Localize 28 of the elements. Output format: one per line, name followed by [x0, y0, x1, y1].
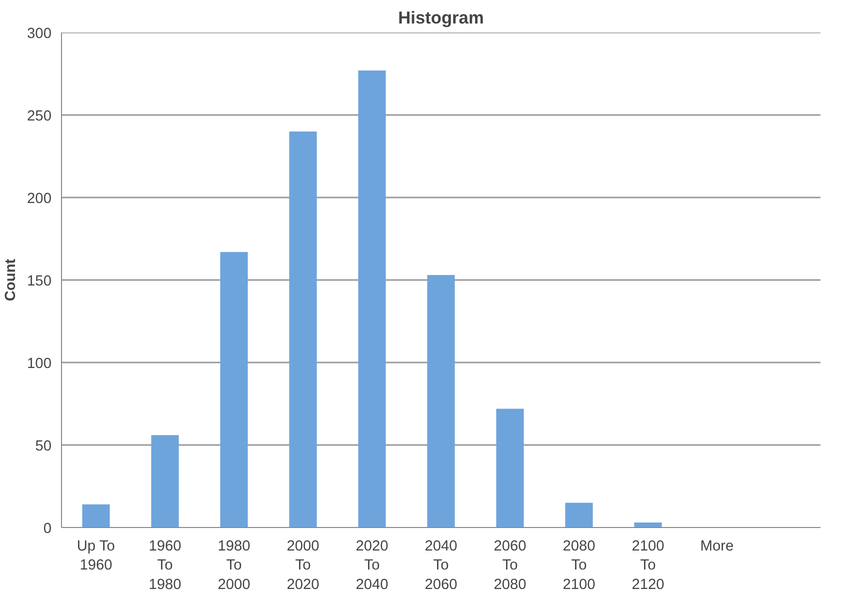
bar — [358, 70, 386, 528]
bar — [289, 132, 317, 528]
y-tick-label: 0 — [43, 521, 52, 537]
bar — [82, 504, 110, 528]
x-tick-label: 2100 To 2120 — [632, 538, 664, 593]
y-tick-label: 50 — [35, 438, 52, 454]
bar — [565, 502, 593, 528]
x-tick-label: 2080 To 2100 — [562, 538, 596, 593]
chart-title: Histogram — [398, 8, 484, 28]
y-tick-label: 100 — [27, 356, 52, 372]
bar — [496, 408, 524, 528]
x-tick-label: Up To 1960 — [76, 538, 115, 574]
x-tick-label: 1980 To 2000 — [218, 538, 250, 593]
bar — [427, 275, 455, 528]
bar — [220, 252, 248, 528]
y-tick-label: 250 — [27, 108, 52, 124]
x-tick-label: 2000 To 2020 — [286, 538, 320, 593]
bar — [151, 435, 179, 528]
y-tick-label: 200 — [27, 191, 52, 207]
x-tick-label: 2040 To 2060 — [424, 538, 458, 593]
x-tick-label: 1960 To 1980 — [148, 538, 182, 593]
y-tick-label: 300 — [27, 26, 52, 42]
bar — [634, 522, 662, 528]
x-tick-label: More — [700, 538, 734, 554]
y-tick-label: 150 — [27, 274, 52, 290]
x-tick-label: 2060 To 2080 — [494, 538, 526, 593]
x-tick-label: 2020 To 2040 — [356, 538, 388, 593]
y-axis-title: Count — [3, 258, 20, 302]
